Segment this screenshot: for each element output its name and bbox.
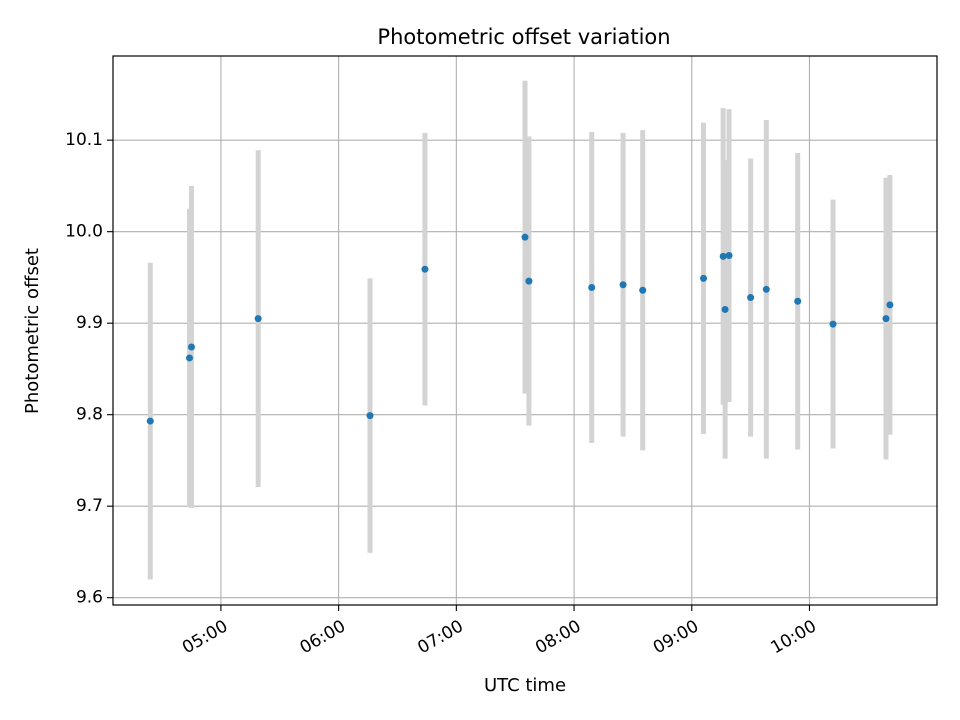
data-points bbox=[146, 233, 894, 425]
data-point bbox=[725, 251, 733, 259]
data-point bbox=[187, 343, 195, 351]
data-point bbox=[639, 286, 647, 294]
y-tick-label: 10.0 bbox=[65, 222, 103, 242]
x-tick-label: 09:00 bbox=[650, 616, 702, 658]
plot-frame bbox=[112, 55, 938, 606]
data-point bbox=[525, 277, 533, 285]
data-point bbox=[721, 305, 729, 313]
data-point bbox=[700, 274, 708, 282]
x-tick-label: 07:00 bbox=[414, 616, 466, 658]
data-point bbox=[794, 297, 802, 305]
y-tick-label: 9.8 bbox=[76, 405, 103, 425]
data-point bbox=[366, 412, 374, 420]
data-point bbox=[886, 301, 894, 309]
y-axis-ticks: 9.6 9.7 9.8 9.9 10.0 10.1 bbox=[65, 130, 113, 608]
y-tick-label: 10.1 bbox=[65, 130, 103, 150]
data-point bbox=[588, 283, 596, 291]
x-axis-label: UTC time bbox=[484, 675, 566, 696]
error-bars bbox=[147, 80, 893, 580]
data-point bbox=[719, 252, 727, 260]
data-point bbox=[619, 281, 627, 289]
x-tick-label: 08:00 bbox=[532, 616, 584, 658]
data-point bbox=[254, 315, 262, 323]
data-point bbox=[421, 265, 429, 273]
data-point bbox=[186, 354, 194, 362]
data-point bbox=[882, 315, 890, 323]
y-tick-label: 9.7 bbox=[76, 496, 103, 516]
y-tick-label: 9.9 bbox=[76, 313, 103, 333]
y-tick-label: 9.6 bbox=[76, 588, 103, 608]
data-point bbox=[521, 233, 529, 241]
x-axis-ticks: 05:00 06:00 07:00 08:00 09:00 10:00 bbox=[179, 605, 820, 658]
x-tick-label: 06:00 bbox=[297, 616, 349, 658]
data-point bbox=[762, 285, 770, 293]
x-tick-label: 10:00 bbox=[768, 616, 820, 658]
data-point bbox=[146, 417, 154, 425]
y-axis-label: Photometric offset bbox=[22, 248, 43, 414]
x-tick-label: 05:00 bbox=[179, 616, 231, 658]
data-point bbox=[829, 320, 837, 328]
chart-title: Photometric offset variation bbox=[377, 25, 670, 49]
data-point bbox=[747, 294, 755, 302]
